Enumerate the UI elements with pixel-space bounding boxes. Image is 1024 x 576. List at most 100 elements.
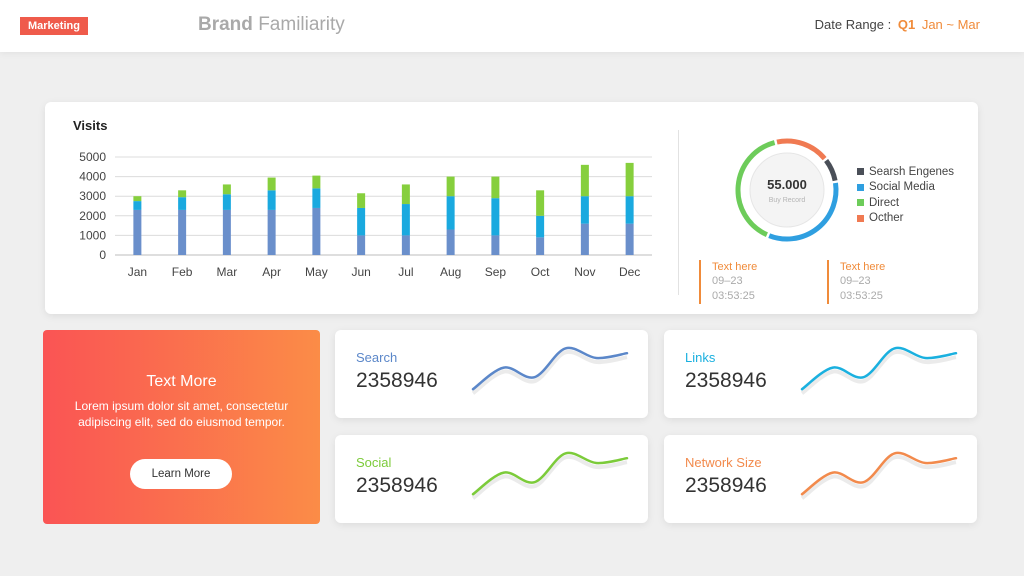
bar-segment bbox=[401, 235, 410, 255]
bar-segment bbox=[357, 193, 366, 208]
page-title-light: Familiarity bbox=[258, 14, 345, 35]
date-range[interactable]: Date Range : Q1 Jan ~ Mar bbox=[815, 17, 980, 32]
note-date: 09–23 bbox=[840, 275, 871, 287]
card-divider bbox=[678, 130, 679, 295]
x-tick-label: Apr bbox=[262, 265, 281, 279]
legend-label: Direct bbox=[869, 196, 900, 209]
bar-segment bbox=[401, 184, 410, 205]
learn-more-button[interactable]: Learn More bbox=[130, 459, 232, 489]
bar-segment bbox=[178, 197, 187, 210]
note-time: 03:53:25 bbox=[840, 290, 883, 302]
sparkline-shadow bbox=[471, 349, 628, 395]
bar-segment bbox=[536, 215, 545, 238]
promo-text: Lorem ipsum dolor sit amet, consectetur … bbox=[74, 399, 289, 429]
x-tick-label: Feb bbox=[172, 265, 193, 279]
x-tick-label: Sep bbox=[485, 265, 507, 279]
bar-segment bbox=[491, 176, 500, 199]
sparkline-path bbox=[800, 346, 958, 391]
bar-segment bbox=[222, 184, 231, 195]
donut-segment bbox=[768, 182, 839, 242]
date-range-months: Jan ~ Mar bbox=[921, 17, 980, 32]
y-tick-label: 1000 bbox=[79, 228, 106, 242]
donut-legend: Searsh Engenes Social Media Direct Octhe… bbox=[857, 164, 954, 226]
bar-segment bbox=[178, 209, 187, 255]
sparkline-shadow bbox=[471, 454, 628, 500]
bar-segment bbox=[446, 196, 455, 230]
bar-segment bbox=[536, 237, 545, 255]
visits-card: Visits 0 1000 2000 3000 4000 5000 Jan Feb Mar Apr… bbox=[45, 102, 978, 314]
bar-segment bbox=[267, 190, 276, 210]
bar-segment bbox=[133, 209, 142, 255]
legend-swatch bbox=[857, 199, 864, 207]
bar-segment bbox=[491, 235, 500, 255]
x-tick-label: Jul bbox=[398, 265, 413, 279]
legend-swatch bbox=[857, 214, 864, 222]
promo-title: Text More bbox=[146, 373, 217, 390]
donut-center bbox=[749, 152, 825, 228]
bar-segment bbox=[625, 196, 634, 224]
donut-segment bbox=[735, 140, 776, 237]
page-title-bold: Brand bbox=[198, 14, 253, 35]
bar-segment bbox=[401, 204, 410, 236]
donut-value: 55.000 bbox=[767, 177, 807, 192]
bar-segment bbox=[580, 164, 589, 197]
sparkline-shadow bbox=[800, 454, 957, 500]
stat-value: 2358946 bbox=[356, 474, 438, 497]
legend-item: Searsh Engenes bbox=[857, 164, 954, 180]
x-tick-label: Jun bbox=[351, 265, 370, 279]
bar-segment bbox=[491, 198, 500, 236]
section-badge[interactable]: Marketing bbox=[20, 17, 88, 35]
stat-label: Social bbox=[356, 455, 392, 470]
y-tick-label: 3000 bbox=[79, 189, 106, 203]
x-tick-label: Jan bbox=[128, 265, 147, 279]
y-tick-label: 5000 bbox=[79, 150, 106, 164]
bar-segment bbox=[133, 196, 142, 202]
bar-segment bbox=[625, 223, 634, 255]
chart-title: Visits bbox=[73, 118, 108, 133]
legend-item: Social Media bbox=[857, 180, 954, 196]
bar-segment bbox=[357, 235, 366, 255]
legend-label: Social Media bbox=[869, 181, 935, 194]
y-tick-label: 0 bbox=[99, 248, 106, 262]
stat-label: Links bbox=[685, 350, 716, 365]
x-tick-label: Oct bbox=[531, 265, 550, 279]
stat-sparkline bbox=[800, 451, 958, 500]
x-tick-label: Dec bbox=[619, 265, 640, 279]
date-range-quarter: Q1 bbox=[897, 17, 916, 32]
stat-card-search: Search 2358946 bbox=[335, 330, 648, 418]
bar-segment bbox=[267, 209, 276, 255]
bar-segment bbox=[312, 207, 321, 255]
stat-card-links: Links 2358946 bbox=[664, 330, 977, 418]
stat-label: Network Size bbox=[685, 455, 762, 470]
stat-card-network-size: Network Size 2358946 bbox=[664, 435, 977, 523]
page-title: Brand Familiarity bbox=[198, 14, 345, 36]
stat-value: 2358946 bbox=[685, 369, 767, 392]
stat-label: Search bbox=[356, 350, 398, 365]
sparkline-shadow bbox=[800, 349, 957, 395]
top-bar: Marketing Brand Familiarity Date Range :… bbox=[0, 0, 1024, 52]
y-tick-label: 4000 bbox=[79, 170, 106, 184]
stat-card-social: Social 2358946 bbox=[335, 435, 648, 523]
stat-value: 2358946 bbox=[685, 474, 767, 497]
bar-segment bbox=[312, 175, 321, 189]
x-tick-label: Mar bbox=[217, 265, 238, 279]
legend-item: Direct bbox=[857, 195, 954, 211]
note-item: Text here 09–23 03:53:25 bbox=[827, 260, 885, 304]
stat-sparkline bbox=[471, 451, 629, 500]
note-date: 09–23 bbox=[712, 275, 743, 287]
bar-segment bbox=[133, 201, 142, 210]
bar-segment bbox=[625, 162, 634, 197]
bar-segment bbox=[446, 176, 455, 197]
bar-segment bbox=[446, 229, 455, 255]
visits-bar-chart: 0 1000 2000 3000 4000 5000 Jan Feb Mar Apr May Jun J… bbox=[79, 150, 652, 279]
donut-segment bbox=[824, 159, 838, 182]
legend-label: Searsh Engenes bbox=[869, 165, 955, 178]
promo-card: Text More Lorem ipsum dolor sit amet, co… bbox=[43, 330, 320, 524]
bar-segment bbox=[222, 194, 231, 210]
stat-value: 2358946 bbox=[356, 369, 438, 392]
note-title: Text here bbox=[840, 261, 886, 273]
x-tick-label: Nov bbox=[574, 265, 595, 279]
y-tick-label: 2000 bbox=[79, 209, 106, 223]
bar-segment bbox=[580, 196, 589, 224]
note-item: Text here 09–23 03:53:25 bbox=[699, 260, 757, 304]
